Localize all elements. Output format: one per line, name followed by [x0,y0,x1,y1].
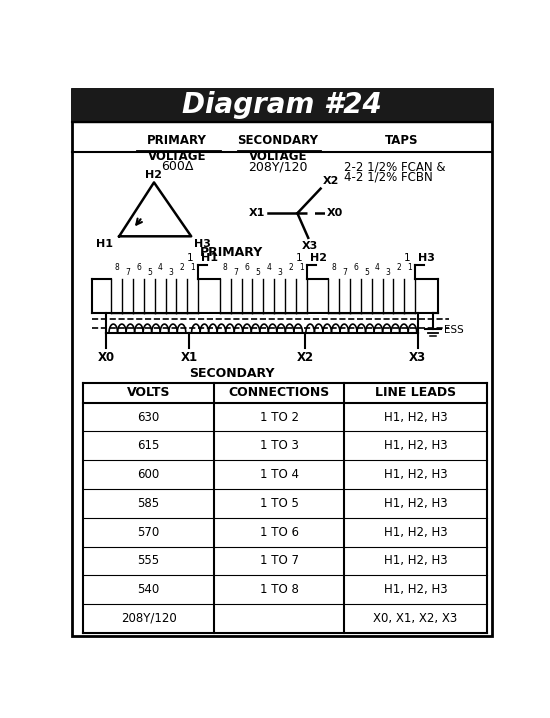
Text: PRIMARY: PRIMARY [200,246,263,259]
Text: 5: 5 [364,268,369,277]
Text: 5: 5 [147,268,152,277]
Text: Diagram #24: Diagram #24 [182,91,382,119]
Text: ESS: ESS [444,325,464,335]
Text: 2: 2 [288,264,293,273]
Text: X3: X3 [301,241,318,251]
Text: 1: 1 [190,264,195,273]
Text: X0: X0 [327,208,343,218]
Text: 1: 1 [295,253,302,264]
Bar [72,89,492,121]
Text: 4: 4 [375,264,379,273]
Text: 600: 600 [138,468,160,481]
Text: H1: H1 [201,253,218,264]
Text: 8: 8 [223,264,228,273]
Text: H1, H2, H3: H1, H2, H3 [384,411,447,424]
Text: 570: 570 [138,526,160,538]
Text: H1: H1 [96,239,113,249]
Text: 540: 540 [138,583,160,596]
Text: 3: 3 [277,268,282,277]
Text: H2: H2 [146,170,162,180]
Text: 208Y/120: 208Y/120 [248,160,308,173]
Text: 7: 7 [234,268,239,277]
Text: H1, H2, H3: H1, H2, H3 [384,497,447,510]
Text: 3: 3 [386,268,390,277]
Text: X2: X2 [323,176,339,186]
Text: SECONDARY: SECONDARY [189,367,274,381]
Text: 585: 585 [138,497,160,510]
Text: 7: 7 [342,268,347,277]
Text: 2: 2 [179,264,184,273]
Text: H3: H3 [194,239,211,249]
Text: 1 TO 6: 1 TO 6 [260,526,299,538]
Text: 1: 1 [299,264,304,273]
Text: H1, H2, H3: H1, H2, H3 [384,468,447,481]
Text: H1, H2, H3: H1, H2, H3 [384,583,447,596]
Text: LINE LEADS: LINE LEADS [375,386,456,399]
Text: H1, H2, H3: H1, H2, H3 [384,439,447,452]
Text: PRIMARY
VOLTAGE: PRIMARY VOLTAGE [147,134,207,163]
Text: 1: 1 [187,253,194,264]
Text: CONNECTIONS: CONNECTIONS [229,386,330,399]
Text: X1: X1 [180,351,197,364]
Text: 1 TO 4: 1 TO 4 [260,468,299,481]
Text: VOLTS: VOLTS [127,386,170,399]
Text: 208Y/120: 208Y/120 [120,612,177,625]
Text: 4: 4 [158,264,163,273]
Text: SECONDARY
VOLTAGE: SECONDARY VOLTAGE [238,134,318,163]
Text: 630: 630 [138,411,160,424]
Text: H3: H3 [419,253,435,264]
Text: 4-2 1/2% FCBN: 4-2 1/2% FCBN [344,170,433,183]
Text: 1 TO 8: 1 TO 8 [260,583,299,596]
Text: 1: 1 [404,253,410,264]
Text: 5: 5 [255,268,260,277]
Text: H1, H2, H3: H1, H2, H3 [384,526,447,538]
Text: X0: X0 [97,351,114,364]
Text: 8: 8 [114,264,119,273]
Text: 3: 3 [169,268,173,277]
Text: X0, X1, X2, X3: X0, X1, X2, X3 [373,612,458,625]
Text: X3: X3 [409,351,426,364]
Text: 6: 6 [353,264,358,273]
Text: 4: 4 [266,264,271,273]
Text: 1 TO 2: 1 TO 2 [260,411,299,424]
Text: 615: 615 [138,439,160,452]
Text: TAPS: TAPS [385,134,419,147]
Text: 1 TO 5: 1 TO 5 [260,497,299,510]
Text: 2-2 1/2% FCAN &: 2-2 1/2% FCAN & [344,160,446,173]
Text: 1: 1 [408,264,412,273]
Text: 6: 6 [245,264,250,273]
Text: 2: 2 [397,264,402,273]
Text: X1: X1 [249,208,265,218]
Text: 6: 6 [136,264,141,273]
Text: H1, H2, H3: H1, H2, H3 [384,554,447,567]
Text: 8: 8 [332,264,336,273]
Text: 1 TO 3: 1 TO 3 [260,439,299,452]
Text: 1 TO 7: 1 TO 7 [260,554,299,567]
Text: X2: X2 [296,351,314,364]
Text: H2: H2 [310,253,327,264]
Text: 7: 7 [125,268,130,277]
Text: 555: 555 [138,554,160,567]
Text: 600Δ: 600Δ [161,160,194,173]
